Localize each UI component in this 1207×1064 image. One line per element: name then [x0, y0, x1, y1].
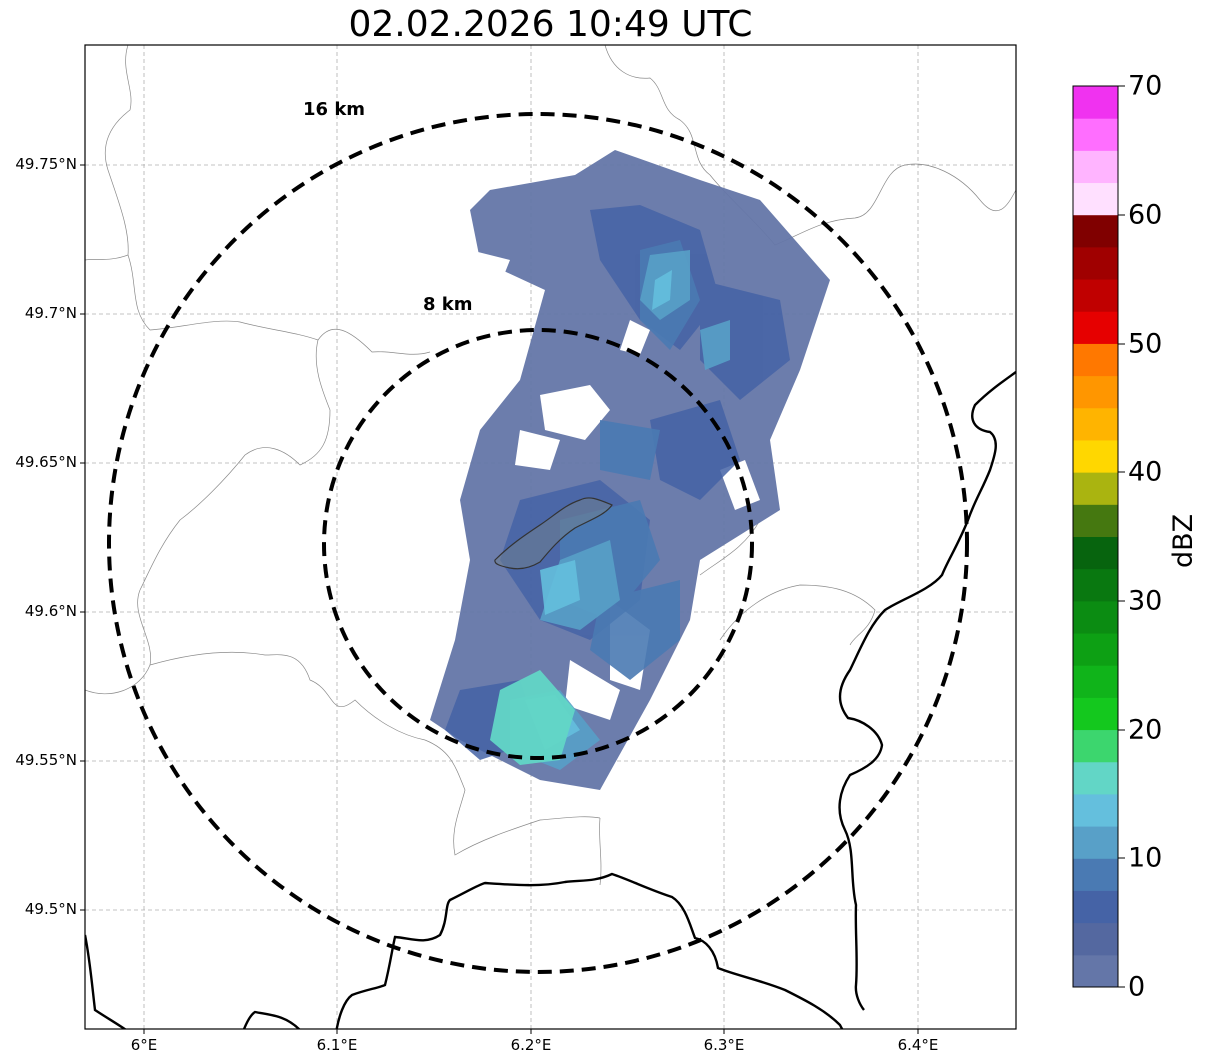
colorbar-segment — [1073, 246, 1118, 280]
colorbar-segment — [1073, 214, 1118, 248]
colorbar-tick-label: 20 — [1128, 714, 1163, 746]
colorbar-segment — [1073, 536, 1118, 570]
colorbar-segment — [1073, 600, 1118, 634]
colorbar-segment — [1073, 826, 1118, 859]
ring-16km — [107, 112, 969, 974]
colorbar-segment — [1073, 407, 1118, 441]
ring-label-8km: 8 km — [423, 294, 473, 315]
lat-label: 49.5°N — [24, 900, 77, 918]
colorbar-segment — [1073, 279, 1118, 312]
range-rings — [107, 112, 969, 974]
colorbar-segment — [1073, 439, 1118, 473]
colorbar-segment — [1073, 182, 1118, 216]
map-title: 02.02.2026 10:49 UTC — [348, 4, 753, 45]
radar-echoes — [430, 150, 830, 790]
colorbar-segment — [1073, 890, 1118, 924]
colorbar-segment — [1073, 150, 1118, 184]
colorbar-frame — [1072, 85, 1119, 988]
colorbar-segment — [1073, 568, 1118, 602]
lat-label: 49.55°N — [15, 751, 77, 769]
municipal-borders — [85, 45, 1016, 886]
colorbar-segment — [1073, 793, 1118, 827]
colorbar-segment — [1073, 729, 1118, 763]
colorbar-segment — [1073, 954, 1118, 988]
lat-label: 49.65°N — [15, 453, 77, 471]
tick-marks — [80, 164, 919, 1034]
colorbar-segment — [1073, 472, 1118, 505]
lon-label: 6°E — [130, 1036, 158, 1054]
colorbar-tick-label: 0 — [1128, 971, 1146, 1003]
lon-label: 6.3°E — [703, 1036, 745, 1054]
lon-label: 6.4°E — [897, 1036, 939, 1054]
colorbar-tick-label: 10 — [1128, 842, 1163, 874]
colorbar-segment — [1073, 922, 1118, 956]
national-borders — [85, 371, 1016, 1029]
colorbar-tick-label: 50 — [1128, 328, 1163, 360]
colorbar-title: dBZ — [1168, 513, 1199, 568]
colorbar-segment — [1073, 761, 1118, 795]
colorbar-tick-label: 60 — [1128, 199, 1163, 231]
lon-label: 6.1°E — [316, 1036, 358, 1054]
colorbar-segment — [1073, 118, 1118, 151]
lat-label: 49.7°N — [24, 304, 77, 322]
lat-label: 49.6°N — [24, 602, 77, 620]
colorbar-tick-label: 70 — [1128, 70, 1163, 102]
colorbar-segment — [1073, 86, 1118, 119]
colorbar-segment — [1073, 665, 1118, 698]
lon-label: 6.2°E — [510, 1036, 552, 1054]
colorbar-tick-label: 30 — [1128, 585, 1163, 617]
lat-label: 49.75°N — [15, 155, 77, 173]
colorbar-segment — [1073, 697, 1118, 731]
colorbar — [1073, 86, 1118, 988]
plot-frame — [84, 44, 1017, 1030]
colorbar-segment — [1073, 375, 1118, 409]
colorbar-ticks — [1118, 85, 1125, 988]
city-outline — [494, 497, 613, 570]
colorbar-segment — [1073, 311, 1118, 344]
colorbar-segment — [1073, 343, 1118, 377]
ring-8km — [322, 328, 754, 760]
colorbar-segment — [1073, 858, 1118, 891]
colorbar-tick-label: 40 — [1128, 456, 1163, 488]
ring-label-16km: 16 km — [303, 99, 365, 120]
colorbar-segment — [1073, 504, 1118, 537]
colorbar-segment — [1073, 633, 1118, 666]
